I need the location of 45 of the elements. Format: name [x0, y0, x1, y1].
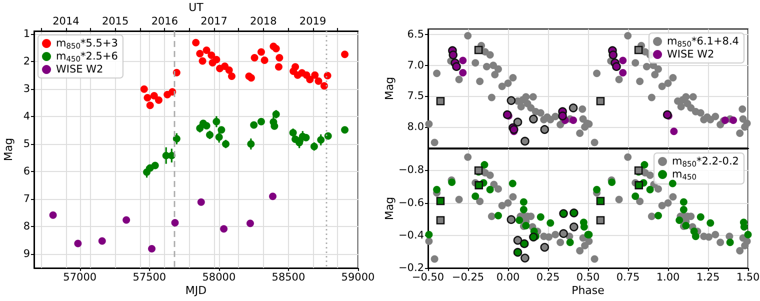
y-tick-label: 8.0: [407, 121, 424, 134]
y-tick-label: 4: [23, 110, 30, 122]
x-tick-label: −0.25: [452, 272, 484, 284]
legend-label: WISE W2: [56, 64, 104, 76]
y-tick-label: 6.5: [407, 28, 424, 41]
legend-label: WISE W2: [667, 48, 714, 60]
y-tick-label: 3: [23, 82, 30, 95]
y-tick-label: 5: [23, 138, 30, 150]
x-tick-label: 1.25: [696, 272, 720, 284]
y-tick-label: −0.6: [398, 196, 424, 209]
y-tick-label: 6: [23, 166, 30, 178]
x-tick-label: 57500: [132, 272, 166, 284]
y-axis-title: Mag: [2, 138, 15, 162]
x-axis-title: MJD: [185, 284, 207, 297]
x-axis-title: Phase: [572, 284, 605, 297]
x2-axis-title: UT: [188, 1, 204, 14]
y-tick-label: −0.2: [398, 262, 424, 274]
x-tick-label: −0.50: [412, 272, 444, 284]
x2-tick-label: 2015: [102, 16, 129, 28]
x-tick-label: 1.00: [656, 272, 680, 284]
y-tick-label: 9: [23, 248, 30, 260]
x2-tick-label: 2016: [151, 16, 178, 28]
x-tick-label: 57000: [63, 272, 97, 284]
y-tick-label: −0.4: [398, 229, 424, 242]
x2-tick-label: 2019: [299, 16, 326, 28]
y-tick-label: 7.0: [407, 59, 424, 72]
x-tick-label: 0.00: [496, 272, 520, 284]
y-axis-title: Mag: [383, 196, 396, 220]
x2-tick-label: 2014: [52, 16, 80, 28]
y-tick-label: 2: [23, 55, 30, 68]
x-tick-label: 0.50: [576, 272, 600, 284]
y-tick-label: −0.8: [398, 164, 424, 176]
x2-tick-label: 2017: [200, 16, 228, 28]
x2-tick-label: 2018: [250, 16, 277, 28]
x-tick-label: 1.50: [736, 272, 760, 284]
y-tick-label: 1: [23, 28, 30, 40]
y-axis-title: Mag: [383, 76, 396, 100]
x-tick-label: 58000: [202, 272, 236, 284]
x-tick-label: 0.75: [616, 272, 640, 284]
x-tick-label: 0.25: [536, 272, 560, 284]
x-tick-label: 58500: [272, 272, 306, 284]
y-tick-label: 8: [23, 220, 30, 233]
y-tick-label: 7.5: [407, 90, 424, 102]
x-tick-label: 59000: [341, 272, 375, 284]
y-tick-label: 7: [23, 193, 30, 206]
